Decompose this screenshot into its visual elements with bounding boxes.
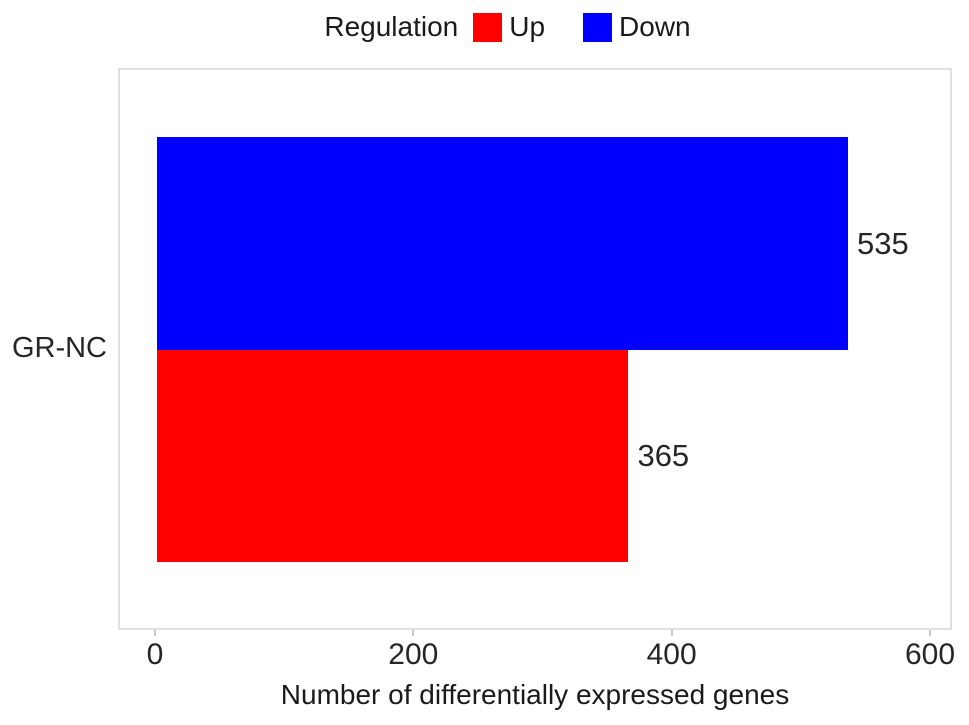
plot-panel: 535 365 [118, 68, 952, 630]
tick-mark [154, 630, 156, 636]
legend-title: Regulation [324, 11, 459, 42]
tick-mark [929, 630, 931, 636]
tick-mark [670, 630, 673, 636]
legend-item-down: Down [583, 11, 691, 43]
bar-down [157, 137, 849, 350]
bar-up [157, 350, 629, 562]
legend-item-up: Up [473, 11, 545, 43]
legend-swatch-down-icon [583, 12, 613, 42]
legend-swatch-up-icon [473, 12, 503, 42]
legend-inner: Regulation Up Down [324, 11, 690, 43]
bar-value-down: 535 [857, 225, 909, 261]
x-tick-label-1: 200 [388, 638, 439, 671]
legend-label-up: Up [509, 11, 546, 42]
legend: Regulation Up Down [0, 6, 969, 48]
legend-label-down: Down [619, 11, 691, 42]
x-tick-label-2: 400 [646, 638, 697, 671]
x-tick-label-3: 600 [904, 638, 956, 671]
x-tick-label-0: 0 [146, 638, 164, 671]
y-axis-category-label: GR-NC [11, 332, 107, 364]
x-axis-title: Number of differentially expressed genes [280, 679, 790, 710]
bar-value-up: 365 [637, 438, 690, 473]
tick-mark [412, 630, 415, 636]
